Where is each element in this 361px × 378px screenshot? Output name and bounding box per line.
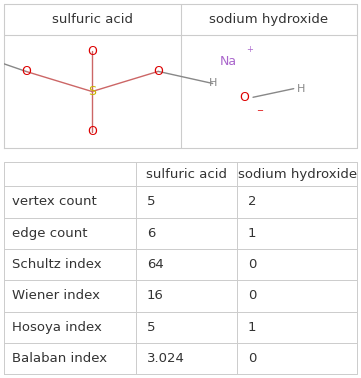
Text: 1: 1 <box>248 227 256 240</box>
Text: sodium hydroxide: sodium hydroxide <box>238 167 357 181</box>
Text: O: O <box>239 91 249 104</box>
Text: Hosoya index: Hosoya index <box>12 321 102 334</box>
Text: 3.024: 3.024 <box>147 352 185 365</box>
Text: edge count: edge count <box>12 227 88 240</box>
Text: 0: 0 <box>248 290 256 302</box>
Text: Na: Na <box>219 55 236 68</box>
Text: O: O <box>87 45 97 58</box>
Text: 2: 2 <box>248 195 256 208</box>
Text: Wiener index: Wiener index <box>12 290 100 302</box>
Text: H: H <box>209 79 217 88</box>
Text: 5: 5 <box>147 195 155 208</box>
Text: S: S <box>88 85 96 98</box>
Text: 6: 6 <box>147 227 155 240</box>
Text: O: O <box>153 65 163 78</box>
Text: −: − <box>257 106 264 115</box>
Text: sulfuric acid: sulfuric acid <box>146 167 227 181</box>
Text: 0: 0 <box>248 352 256 365</box>
Text: 0: 0 <box>248 258 256 271</box>
Text: 64: 64 <box>147 258 164 271</box>
Text: 1: 1 <box>248 321 256 334</box>
Text: sodium hydroxide: sodium hydroxide <box>209 13 329 26</box>
Text: +: + <box>246 45 253 54</box>
Text: 16: 16 <box>147 290 164 302</box>
Text: H: H <box>297 84 305 94</box>
Text: O: O <box>87 125 97 138</box>
Text: 5: 5 <box>147 321 155 334</box>
Text: Balaban index: Balaban index <box>12 352 108 365</box>
Text: vertex count: vertex count <box>12 195 97 208</box>
Text: sulfuric acid: sulfuric acid <box>52 13 132 26</box>
Text: O: O <box>21 65 31 78</box>
Text: Schultz index: Schultz index <box>12 258 102 271</box>
